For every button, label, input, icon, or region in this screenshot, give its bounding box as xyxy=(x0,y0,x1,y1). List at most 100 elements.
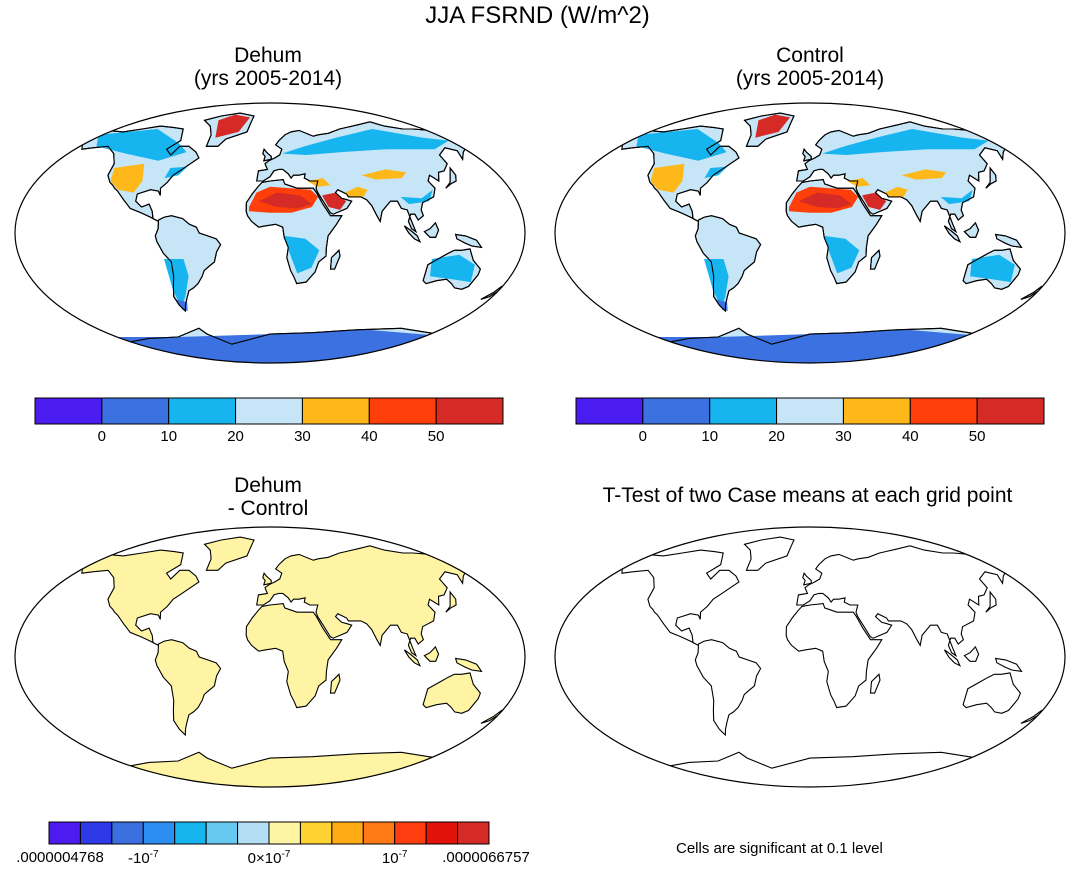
control-colorbar-swatch xyxy=(575,397,644,425)
ttest-map-land-sumatra xyxy=(943,649,962,667)
control-colorbar-tick-label: 10 xyxy=(701,428,719,445)
ttest-map-land-japan xyxy=(985,590,997,613)
control-map-coastline-borneo xyxy=(963,221,980,238)
ttest-map-land-newguinea xyxy=(994,657,1023,673)
ttest-map-land-australia xyxy=(962,672,1022,714)
dehum-colorbar-tick-label: 0 xyxy=(97,428,107,445)
control-colorbar-labels: 0 10 20 30 40 50 xyxy=(575,428,1045,448)
dehum-map-coastline-samerica xyxy=(154,215,222,313)
figure-title: JJA FSRND (W/m^2) xyxy=(425,2,650,29)
control-title: Control xyxy=(776,44,844,67)
diff-map-land-australia xyxy=(422,672,482,714)
diff-colorbar-swatch xyxy=(205,821,239,845)
control-colorbar-swatch xyxy=(976,397,1045,425)
dehum-map-coastline-australia xyxy=(422,248,482,290)
control-map-field-region xyxy=(970,254,1015,283)
control-panel-title: Control (yrs 2005-2014) xyxy=(710,44,910,90)
diff-colorbar-swatch xyxy=(111,821,144,845)
diff-colorbar-swatch xyxy=(237,821,270,845)
control-colorbar xyxy=(575,397,1045,425)
ttest-map-land-namerica xyxy=(621,549,740,646)
ttest-panel-title: T-Test of two Case means at each grid po… xyxy=(602,484,1013,507)
diff-map-land-namerica xyxy=(81,549,200,646)
dehum-colorbar-labels: 0 10 20 30 40 50 xyxy=(34,428,504,448)
diff-title: Dehum xyxy=(234,474,302,497)
diff-colorbar-tick-label: .0000004768 xyxy=(16,849,104,866)
diff-map-frame xyxy=(14,526,526,788)
control-map-coastline-uk xyxy=(802,148,812,162)
ttest-map-land-greenland xyxy=(743,536,795,571)
diff-colorbar-swatch xyxy=(425,821,459,845)
diff-subtitle: - Control xyxy=(227,497,309,520)
dehum-colorbar xyxy=(34,397,504,425)
dehum-map-field-region xyxy=(307,178,331,187)
dehum-colorbar-tick-label: 30 xyxy=(294,428,311,445)
dehum-map-field-region xyxy=(110,163,145,193)
control-colorbar-tick-label: 30 xyxy=(835,428,852,445)
control-map-field-region xyxy=(847,178,871,187)
dehum-title: Dehum xyxy=(234,44,302,67)
ttest-map-land-uk xyxy=(802,572,812,586)
dehum-colorbar-tick-label: 20 xyxy=(227,428,244,445)
diff-colorbar xyxy=(48,821,490,845)
dehum-colorbar-swatch xyxy=(34,397,103,425)
ttest-map-frame xyxy=(554,526,1066,788)
control-map-coastline-australia xyxy=(962,248,1022,290)
dehum-map-coastline-greenland xyxy=(203,112,255,147)
diff-colorbar-labels: .0000004768 -10-7 0×10-7 10-7 .0000066757 xyxy=(16,849,530,869)
diff-colorbar-swatch xyxy=(174,821,207,845)
control-map-field-region xyxy=(885,186,908,197)
control-map-coastline-japan xyxy=(985,166,997,189)
diff-colorbar-tick-label: 0×10-7 xyxy=(247,849,291,867)
control-colorbar-swatch xyxy=(642,397,711,425)
significance-note: Cells are significant at 0.1 level xyxy=(676,840,883,857)
dehum-map-field-region xyxy=(284,235,320,274)
dehum-map-field-region xyxy=(164,259,189,309)
ttest-map xyxy=(554,526,1066,788)
control-years: (yrs 2005-2014) xyxy=(735,67,885,90)
control-map-coastline-greenland xyxy=(743,112,795,147)
control-map-field-region xyxy=(755,114,791,138)
dehum-map-land-samerica xyxy=(154,215,222,313)
control-map-coastline-newguinea xyxy=(994,233,1023,249)
control-colorbar-tick-label: 0 xyxy=(638,428,648,445)
diff-colorbar-swatch xyxy=(48,821,81,845)
dehum-map-field-region xyxy=(86,329,454,363)
dehum-map-coastline-namerica xyxy=(81,125,200,222)
control-colorbar-tick-label: 20 xyxy=(768,428,785,445)
dehum-colorbar-swatch xyxy=(301,397,370,425)
control-map-coastline-sumatra xyxy=(943,225,962,243)
diff-map-land-greenland xyxy=(203,536,255,571)
diff-colorbar-swatch xyxy=(394,821,427,845)
diff-map-land-borneo xyxy=(423,645,440,662)
dehum-years: (yrs 2005-2014) xyxy=(193,67,343,90)
control-map-coastline-samerica xyxy=(694,215,762,313)
control-map-field-region xyxy=(798,192,852,209)
dehum-map-field-region xyxy=(400,189,433,205)
diff-colorbar-swatch xyxy=(457,821,490,845)
control-map-field-region xyxy=(650,163,685,193)
ttest-map-land-madagascar xyxy=(869,673,881,694)
dehum-map-coastline-uk xyxy=(262,148,272,162)
diff-colorbar-tick-exponent: -7 xyxy=(281,849,291,860)
diff-colorbar-swatch xyxy=(142,821,176,845)
dehum-colorbar-swatch xyxy=(101,397,170,425)
control-map-field-region xyxy=(704,259,729,309)
dehum-colorbar-tick-label: 40 xyxy=(360,428,378,445)
control-map-field-region xyxy=(824,235,860,274)
dehum-colorbar-tick-label: 10 xyxy=(160,428,178,445)
dehum-map-field-region xyxy=(215,114,251,138)
dehum-colorbar-swatch xyxy=(235,397,303,425)
dehum-map-field-region xyxy=(176,299,188,311)
control-colorbar-tick-label: 50 xyxy=(968,428,986,445)
diff-colorbar-swatch xyxy=(331,821,364,845)
dehum-colorbar-swatch xyxy=(435,397,504,425)
control-map-frame xyxy=(554,102,1066,364)
ttest-map-land-borneo xyxy=(963,645,980,662)
diff-colorbar-swatch xyxy=(79,821,113,845)
dehum-map xyxy=(14,102,526,364)
diff-colorbar-swatch xyxy=(268,821,301,845)
dehum-map-coastline-africa xyxy=(245,179,343,285)
dehum-map-field-region xyxy=(258,192,312,209)
dehum-map-field-region xyxy=(345,186,368,197)
